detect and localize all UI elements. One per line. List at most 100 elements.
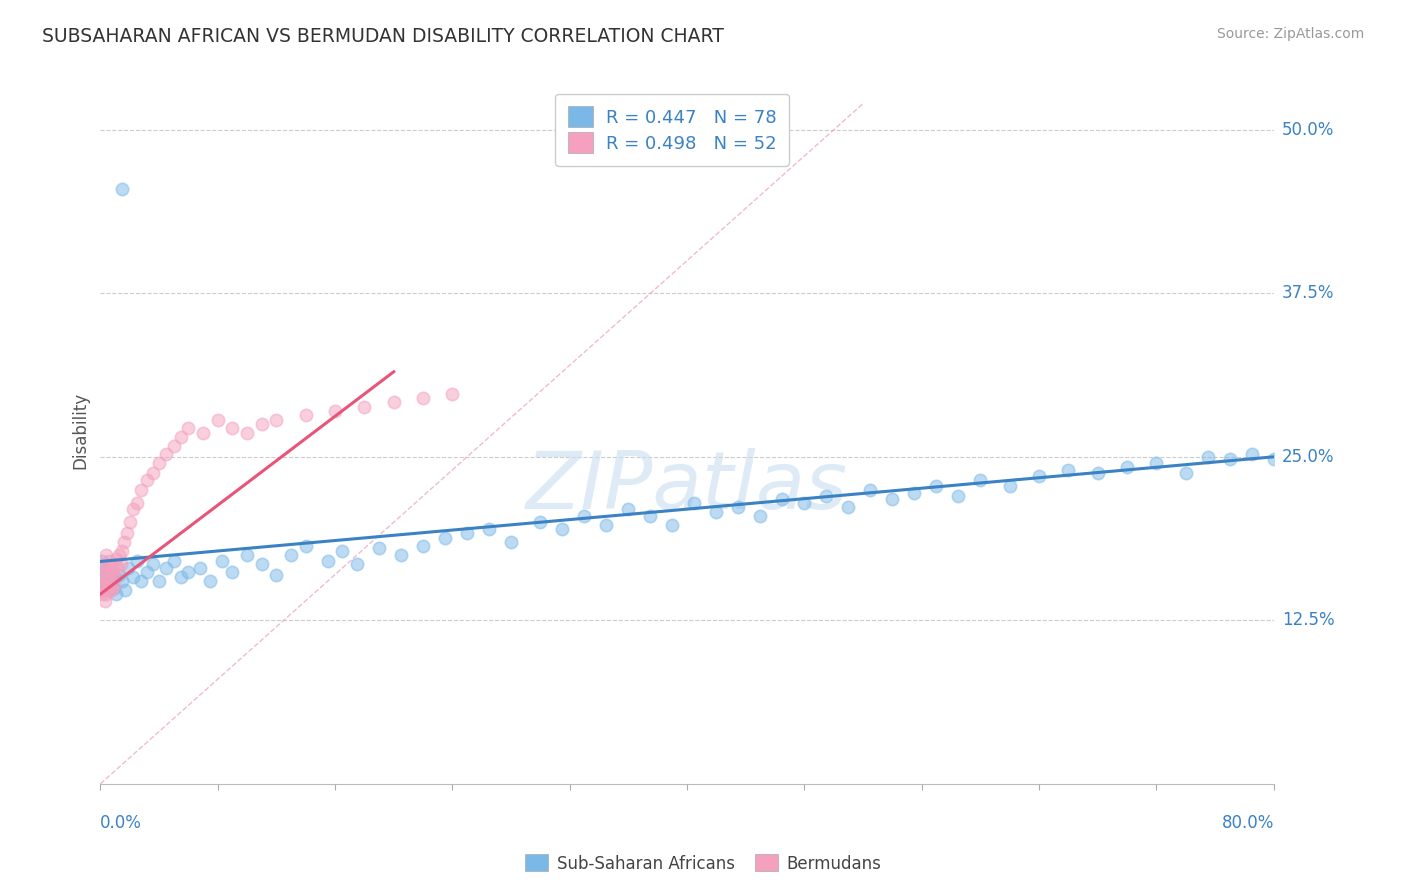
Point (100, 565, 122, 579)
Point (105, 552, 128, 566)
Text: Source: ZipAtlas.com: Source: ZipAtlas.com (1216, 27, 1364, 41)
Point (104, 570, 127, 584)
Point (617, 502, 640, 516)
Point (115, 525, 138, 540)
Point (170, 430, 193, 444)
Text: 50.0%: 50.0% (1282, 120, 1334, 139)
Point (1028, 469, 1050, 483)
Point (101, 561, 124, 575)
Text: 80.0%: 80.0% (1222, 814, 1274, 832)
Point (91, 583, 114, 598)
Point (96, 587, 118, 601)
Point (574, 508, 596, 523)
Point (323, 404, 346, 418)
Point (661, 517, 683, 532)
Point (90, 565, 112, 579)
Point (770, 491, 793, 506)
Point (100, 565, 122, 579)
Point (94, 593, 117, 607)
Point (837, 500, 859, 514)
Point (316, 554, 339, 568)
Point (142, 466, 165, 480)
Point (94, 557, 117, 571)
Text: SUBSAHARAN AFRICAN VS BERMUDAN DISABILITY CORRELATION CHART: SUBSAHARAN AFRICAN VS BERMUDAN DISABILIT… (42, 27, 724, 45)
Point (155, 447, 177, 461)
Point (1057, 463, 1080, 477)
Point (94, 578, 117, 592)
Point (101, 574, 124, 588)
Point (131, 574, 153, 588)
Point (382, 395, 405, 409)
Point (105, 587, 128, 601)
Point (96, 578, 118, 592)
Point (815, 489, 838, 503)
Point (104, 557, 127, 571)
Point (221, 565, 243, 579)
Point (200, 574, 222, 588)
Point (101, 583, 124, 598)
Point (125, 495, 148, 509)
Point (903, 486, 925, 500)
Point (294, 408, 316, 422)
Point (136, 565, 159, 579)
Point (456, 525, 478, 540)
Point (1087, 466, 1109, 480)
Point (121, 570, 143, 584)
Point (170, 570, 193, 584)
Point (207, 413, 229, 427)
Point (1174, 466, 1197, 480)
Point (90, 554, 112, 568)
Point (948, 489, 970, 503)
Point (100, 574, 122, 588)
Point (148, 456, 170, 470)
Point (332, 544, 354, 558)
Point (250, 417, 273, 431)
Point (90, 587, 112, 601)
Point (98, 554, 121, 568)
Point (882, 491, 904, 506)
Point (91, 561, 114, 575)
Point (98, 583, 121, 598)
Point (114, 583, 136, 598)
Point (389, 548, 412, 562)
Point (142, 557, 165, 571)
Point (96, 548, 118, 562)
Point (91, 570, 114, 584)
Point (118, 515, 141, 529)
Point (529, 515, 551, 529)
Point (155, 561, 177, 575)
Point (1146, 456, 1168, 470)
Point (108, 567, 131, 582)
Point (412, 391, 434, 405)
Point (969, 474, 991, 488)
Point (1263, 452, 1285, 467)
Point (236, 426, 259, 441)
Point (236, 548, 259, 562)
Point (1197, 450, 1219, 464)
Point (112, 534, 135, 549)
Point (103, 581, 125, 595)
Point (727, 500, 749, 514)
Point (859, 483, 882, 497)
Point (97, 567, 120, 582)
Point (148, 574, 170, 588)
Text: ZIPatlas: ZIPatlas (526, 448, 848, 526)
Point (98, 583, 121, 598)
Point (177, 421, 200, 435)
Text: 0.0%: 0.0% (100, 814, 142, 832)
Point (97, 581, 120, 595)
Point (221, 421, 243, 435)
Point (125, 554, 148, 568)
Point (111, 181, 134, 195)
Point (595, 517, 617, 532)
Point (97, 570, 120, 584)
Point (998, 478, 1021, 492)
Text: 25.0%: 25.0% (1282, 448, 1334, 466)
Point (121, 502, 143, 516)
Point (250, 557, 273, 571)
Point (1219, 452, 1241, 467)
Legend: R = 0.447   N = 78, R = 0.498   N = 52: R = 0.447 N = 78, R = 0.498 N = 52 (555, 94, 789, 166)
Point (749, 508, 772, 523)
Point (191, 426, 214, 441)
Point (177, 565, 200, 579)
